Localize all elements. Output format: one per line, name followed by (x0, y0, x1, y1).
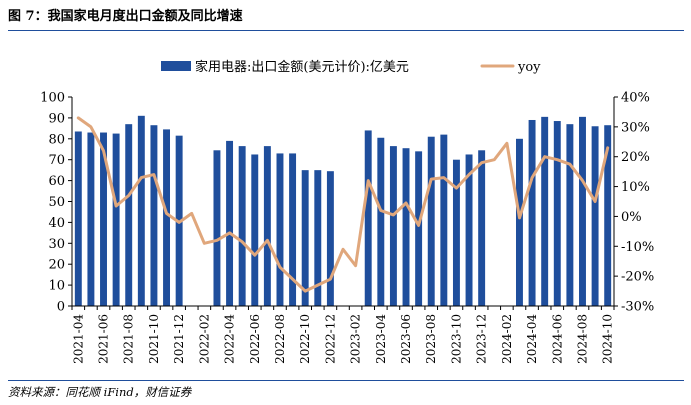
bar-mark (326, 171, 334, 306)
legend-label-bar: 家用电器:出口金额(美元计价):亿美元 (195, 59, 409, 75)
x-tick-label: 2021-08 (122, 314, 136, 364)
x-tick-label: 2023-10 (449, 314, 463, 364)
bar-mark (389, 146, 397, 306)
bar-mark (528, 119, 536, 307)
bar-mark (427, 136, 435, 306)
x-tick-label: 2023-06 (399, 314, 413, 364)
bar-mark (553, 121, 561, 306)
left-tick-label: 80 (48, 132, 65, 147)
x-tick-label: 2021-10 (147, 314, 161, 364)
bar-mark (238, 146, 246, 306)
bar-mark (478, 150, 486, 306)
bar-mark (226, 140, 234, 306)
title-rule (8, 30, 684, 31)
bar-mark (591, 126, 599, 306)
left-tick-label: 40 (48, 216, 65, 231)
yoy-line (76, 116, 610, 293)
left-tick-label: 30 (48, 237, 65, 252)
bar-mark (377, 137, 385, 306)
x-tick-label: 2021-04 (71, 314, 85, 364)
x-tick-label: 2022-10 (298, 314, 312, 364)
bar-mark (541, 116, 549, 306)
bar-mark (604, 125, 612, 306)
bar-mark (74, 131, 82, 306)
bar-mark (213, 150, 221, 306)
x-tick-label: 2022-02 (197, 314, 211, 364)
x-tick-label: 2023-08 (424, 314, 438, 364)
figure-source: 资料来源：同花顺 iFind，财信证券 (8, 385, 192, 399)
x-tick-label: 2023-02 (349, 314, 363, 364)
left-tick-label: 20 (48, 258, 65, 273)
right-tick-label: -30% (621, 300, 654, 315)
bar-mark (163, 129, 171, 306)
left-tick-label: 50 (48, 195, 65, 210)
bar-mark (301, 170, 309, 306)
bar-mark (452, 159, 460, 306)
bar-mark (515, 138, 523, 306)
x-tick-label: 2023-12 (475, 314, 489, 364)
right-tick-label: 0% (621, 210, 642, 225)
bar-mark (150, 125, 158, 306)
bar-mark (402, 148, 410, 306)
left-tick-label: 70 (48, 153, 65, 168)
right-tick-label: 20% (621, 150, 650, 165)
left-tick-label: 90 (48, 111, 65, 126)
bar-mark (289, 153, 297, 306)
x-tick-label: 2024-10 (601, 314, 615, 364)
bar-mark (440, 134, 448, 306)
x-tick-label: 2022-06 (248, 314, 262, 364)
bar-mark (100, 132, 107, 306)
bar-mark (415, 151, 423, 306)
bar-mark (465, 154, 473, 306)
right-tick-label: 40% (621, 91, 650, 106)
bar-mark (137, 115, 145, 306)
x-tick-label: 2024-08 (575, 314, 589, 364)
right-tick-label: 10% (621, 180, 650, 195)
legend: 家用电器:出口金额(美元计价):亿美元 yoy (161, 59, 541, 75)
right-tick-label: -20% (621, 270, 654, 285)
bar-mark (566, 124, 574, 306)
right-tick-label: -10% (621, 240, 654, 255)
bar-mark (87, 132, 95, 306)
left-tick-label: 60 (48, 174, 65, 189)
bar-mark (125, 124, 133, 306)
bar-mark (314, 170, 322, 306)
right-tick-label: 30% (621, 120, 650, 135)
x-tick-label: 2022-12 (323, 314, 337, 364)
x-tick-label: 2022-08 (273, 314, 287, 364)
bar-mark (276, 153, 284, 306)
figure-title: 图 7：我国家电月度出口金额及同比增速 (8, 9, 243, 24)
left-tick-label: 0 (57, 300, 65, 315)
left-tick-label: 100 (40, 91, 65, 106)
legend-label-line: yoy (517, 60, 541, 75)
x-tick-label: 2024-06 (550, 314, 564, 364)
x-tick-label: 2021-12 (172, 314, 186, 364)
x-tick-label: 2024-04 (525, 314, 539, 364)
bar-mark (364, 130, 372, 306)
source-rule (8, 380, 684, 381)
x-tick-label: 2021-06 (97, 314, 111, 364)
axes: 0 10 20 30 40 50 60 70 80 90 100 -30% -20% -10% 0% 10% 2… (40, 91, 654, 364)
legend-swatch-bar (161, 61, 191, 71)
x-tick-label: 2022-04 (223, 314, 237, 364)
bar-mark (263, 146, 271, 306)
yoy-series (76, 116, 610, 293)
x-tick-label: 2024-02 (500, 314, 514, 364)
x-tick-label: 2023-04 (374, 314, 388, 364)
bar-mark (112, 133, 120, 306)
bar-series (74, 115, 612, 307)
left-tick-label: 10 (48, 279, 65, 294)
bar-mark (251, 154, 259, 306)
bar-mark (579, 116, 586, 306)
